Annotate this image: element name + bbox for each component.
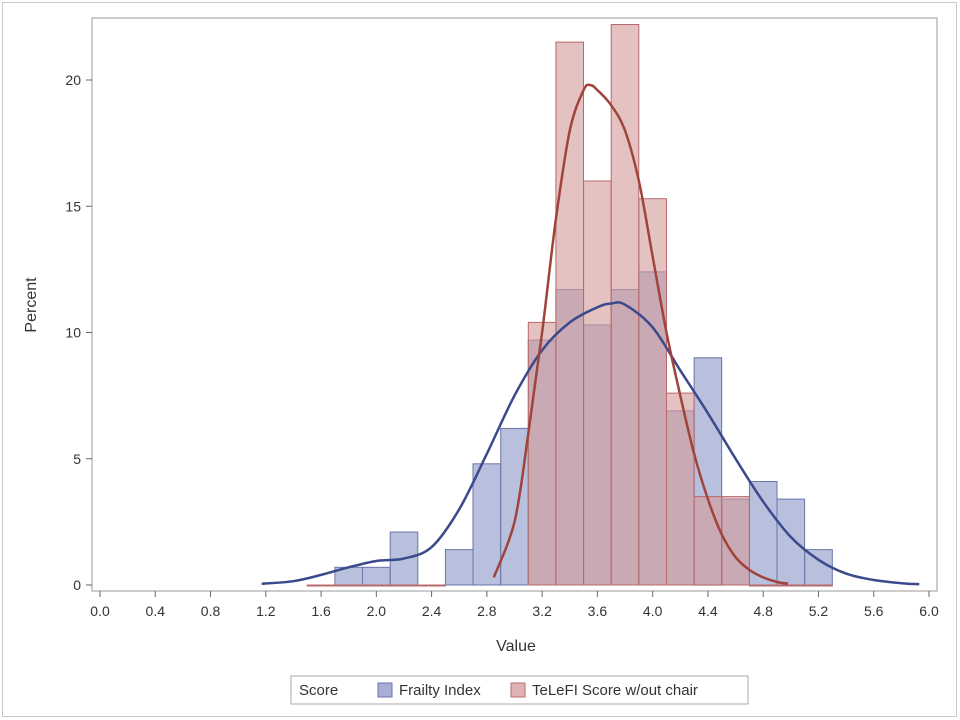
- telefi-score-bars: [306, 24, 833, 587]
- legend-label-frailty-index: Frailty Index: [399, 682, 481, 699]
- bar-telefi-score-w-out-chair-4.4: [693, 496, 723, 586]
- bar-frailty-index-3.0: [500, 427, 529, 586]
- y-axis: 0 5 10 15 20: [65, 72, 92, 593]
- x-tick-label: 0.8: [201, 603, 221, 619]
- x-tick-label: 4.0: [643, 603, 663, 619]
- legend-title: Score: [299, 682, 338, 699]
- legend-swatch-frailty-index: [377, 682, 393, 698]
- x-tick-label: 4.8: [753, 603, 773, 619]
- x-tick-label: 3.6: [588, 603, 608, 619]
- density-curve-telefi-score-w-out-chair: [492, 83, 789, 585]
- y-tick-label: 5: [73, 451, 81, 467]
- bar-frailty-index-2.0: [362, 566, 391, 586]
- x-tick-label: 5.2: [809, 603, 829, 619]
- bar-telefi-score-w-out-chair-3.2: [527, 321, 557, 586]
- y-tick-label: 15: [65, 198, 81, 214]
- y-tick-label: 20: [65, 72, 81, 88]
- bar-frailty-index-2.6: [444, 549, 474, 586]
- bar-telefi-score-w-out-chair-4.2: [666, 392, 695, 586]
- bar-telefi-score-w-out-chair-1.6: [306, 584, 336, 587]
- density-curves: [261, 83, 920, 586]
- bar-telefi-score-w-out-chair-3.6: [583, 180, 612, 586]
- x-tick-label: 3.2: [532, 603, 552, 619]
- bar-frailty-index-4.8: [748, 481, 778, 586]
- x-tick-label: 4.4: [698, 603, 718, 619]
- legend: Score Frailty Index TeLeFI Score w/out c…: [290, 675, 749, 705]
- y-tick-label: 0: [73, 577, 81, 593]
- x-tick-label: 0.4: [146, 603, 166, 619]
- bar-frailty-index-5.0: [776, 498, 806, 586]
- y-tick-label: 10: [65, 325, 81, 341]
- x-tick-label: 1.2: [256, 603, 276, 619]
- x-tick-label: 6.0: [919, 603, 939, 619]
- bar-telefi-score-w-out-chair-5.0: [776, 584, 806, 587]
- x-tick-label: 2.0: [367, 603, 387, 619]
- bar-frailty-index-5.2: [804, 549, 833, 586]
- bar-telefi-score-w-out-chair-3.4: [555, 41, 585, 586]
- legend-label-telefi-score: TeLeFI Score w/out chair: [532, 682, 698, 699]
- bar-telefi-score-w-out-chair-1.8: [334, 584, 363, 587]
- x-tick-label: 2.8: [477, 603, 497, 619]
- bar-telefi-score-w-out-chair-2.4: [417, 584, 446, 587]
- bar-telefi-score-w-out-chair-2.0: [362, 584, 391, 587]
- bar-telefi-score-w-out-chair-5.2: [804, 584, 833, 587]
- x-axis: 0.0 0.4 0.8 1.2 1.6 2.0 2.4 2.8 3.2 3.6 4.0 4.4 4.8 5…: [90, 591, 939, 619]
- x-tick-label: 2.4: [422, 603, 442, 619]
- y-axis-label: Percent: [23, 277, 40, 333]
- x-tick-label: 0.0: [90, 603, 110, 619]
- legend-swatch-telefi-score: [510, 682, 526, 698]
- bar-telefi-score-w-out-chair-2.2: [389, 584, 419, 587]
- x-axis-label: Value: [496, 638, 536, 655]
- x-tick-label: 1.6: [311, 603, 331, 619]
- density-curve-frailty-index: [261, 301, 920, 586]
- bar-frailty-index-2.8: [472, 463, 502, 586]
- x-tick-label: 5.6: [864, 603, 884, 619]
- bar-telefi-score-w-out-chair-4.8: [748, 584, 778, 587]
